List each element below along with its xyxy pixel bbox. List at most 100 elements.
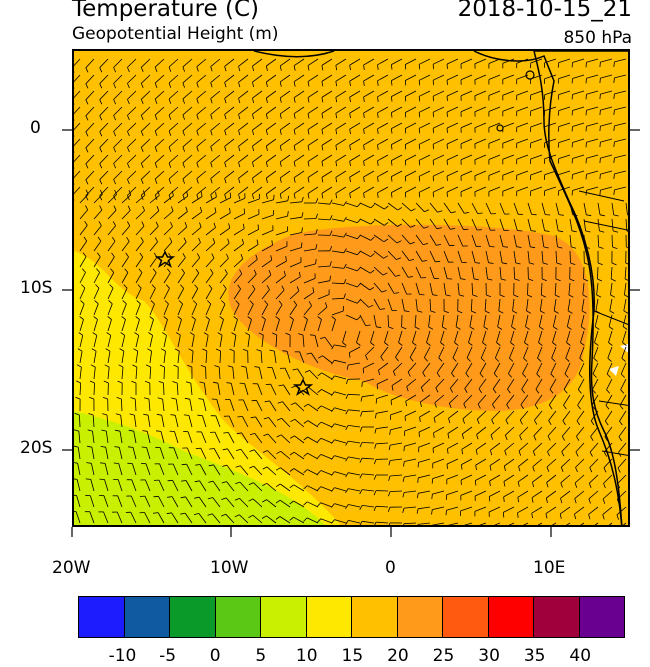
wind-barb-flag [321,113,324,119]
wind-barb-flag [404,192,407,198]
wind-barb-flag [290,418,295,423]
wind-barb-flag [321,145,324,151]
wind-barb [548,394,557,406]
wind-barb [103,511,109,524]
wind-barb-flag [604,436,608,442]
wind-barb-flag [418,192,421,198]
wind-barb [257,383,263,396]
wind-barb [127,154,137,164]
wind-barb [596,282,599,295]
wind-barb [74,170,81,179]
wind-barb-flag [363,160,365,166]
wind-barb [581,298,585,311]
wind-barb-flag [103,380,109,384]
wind-barb [563,394,571,406]
wind-barb-flag [79,316,84,320]
wind-barb-flag [589,451,593,457]
wind-barb-flag [210,178,213,184]
wind-barb [516,170,529,176]
wind-barb-flag [599,110,601,116]
wind-barb [289,232,302,236]
colorbar-box [578,597,624,637]
wind-barb [516,186,529,192]
wind-barb-flag [127,446,134,448]
wind-barb-flag [76,380,81,384]
wind-barb-flag [521,388,526,394]
wind-barb-flag [98,221,102,226]
wind-barb [345,202,358,208]
wind-barb [446,90,459,97]
wind-barb-flag [111,236,116,242]
wind-barb [586,90,599,95]
wind-barb-flag [345,520,349,525]
wind-barb-flag [97,236,102,242]
wind-barb [99,58,109,68]
wind-barb [551,522,557,525]
wind-barb-flag [307,65,310,71]
wind-barb-flag [241,238,244,244]
wind-barb [359,234,371,241]
wind-barb-flag [409,258,415,261]
wind-barb-flag [592,389,597,394]
wind-barb-flag [289,451,295,456]
wind-barb [307,452,319,460]
wind-barb [558,90,571,95]
wind-barb-flag [517,230,523,232]
wind-barb-flag [155,430,162,432]
wind-barb-flag [359,521,363,525]
wind-barb [302,334,305,348]
wind-barb [362,378,375,383]
wind-barb-flag [167,496,173,498]
pressure-level: 850 hPa [563,28,632,48]
wind-barb [361,457,375,460]
wind-barb [532,458,543,468]
wind-barb [177,226,188,236]
wind-barb [555,218,559,231]
wind-barb [334,455,347,460]
wind-barb [317,294,330,300]
wind-barb-flag [450,211,456,214]
wind-barb [349,138,361,146]
wind-barb-flag [265,65,268,71]
wind-barb [254,433,263,444]
wind-barb [617,474,627,484]
wind-barb-flag [495,357,500,362]
wind-barb [258,367,263,380]
wind-barb-flag [140,179,144,185]
wind-barb-flag [306,352,312,355]
wind-barb [113,106,123,116]
wind-barb-flag [212,381,218,384]
wind-barb [604,410,613,422]
wind-barb [373,234,385,243]
wind-barb [361,442,375,444]
wind-barb-flag [188,348,194,352]
wind-barb [275,215,288,220]
wind-barb-flag [113,179,116,185]
wind-barb [530,122,543,128]
wind-barb [154,106,165,116]
wind-barb-flag [585,230,591,233]
wind-barb-flag [182,66,185,72]
wind-barb-flag [285,332,291,336]
wind-barb [191,196,203,204]
wind-barb-flag [157,397,163,400]
wind-barb-flag [135,316,140,320]
wind-barb-flag [293,113,296,119]
wind-barb-flag [383,222,389,226]
wind-barb [516,58,529,64]
wind-barb-flag [403,461,405,467]
wind-barb [602,490,613,500]
wind-barb [558,58,571,63]
wind-barb [435,378,445,389]
wind-barb-flag [265,81,268,87]
wind-barb-flag [506,404,510,410]
wind-barb-flag [168,98,172,104]
wind-barb [163,366,165,380]
wind-barb-flag [85,99,89,105]
wind-barb [566,522,571,525]
wind-barb-flag [599,62,601,68]
wind-barb [488,170,501,176]
wind-barb [539,314,543,327]
wind-barb-flag [203,332,209,336]
wind-barb [99,170,109,180]
